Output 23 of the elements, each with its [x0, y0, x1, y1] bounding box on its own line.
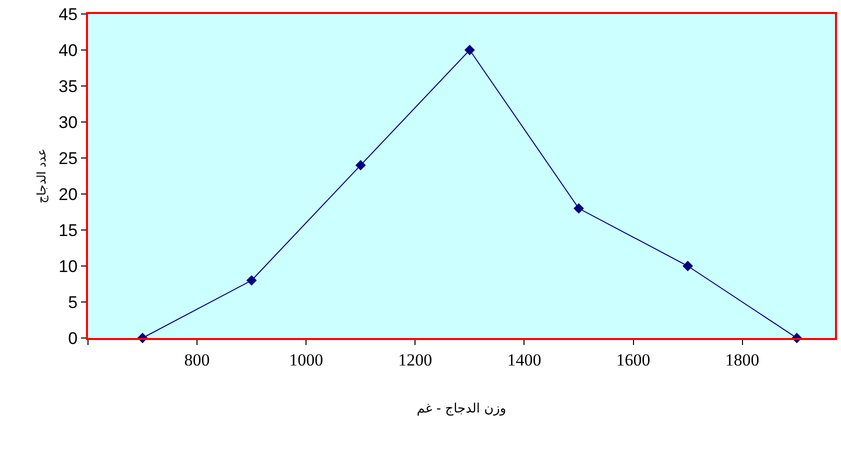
point [682, 260, 693, 272]
y-tick-label: 25 [58, 148, 78, 168]
y-tick-label: 35 [58, 76, 78, 96]
x-tick-label: 1800 [725, 350, 760, 370]
x-tick-label: 800 [184, 350, 210, 370]
y-tick-label: 40 [58, 40, 78, 60]
point [464, 44, 475, 56]
point [574, 203, 584, 214]
y-tick-label: 0 [68, 328, 78, 348]
x-axis-title: وزن الدجاج - غم [416, 402, 506, 416]
y-tick-label: 10 [58, 256, 78, 276]
x-tick-label: 1200 [398, 350, 432, 370]
y-axis-title: عدد الدجاج [34, 148, 48, 204]
x-tick-label: 1400 [507, 350, 542, 370]
y-tick-label: 20 [58, 184, 78, 204]
point [246, 275, 257, 286]
y-tick-label: 5 [68, 292, 78, 312]
x-tick-label: 1600 [616, 350, 650, 370]
y-tick-label: 45 [58, 4, 78, 24]
y-tick-label: 15 [58, 220, 78, 240]
point [355, 160, 366, 170]
x-tick-label: 1000 [289, 350, 324, 370]
y-tick-label: 30 [58, 112, 78, 132]
